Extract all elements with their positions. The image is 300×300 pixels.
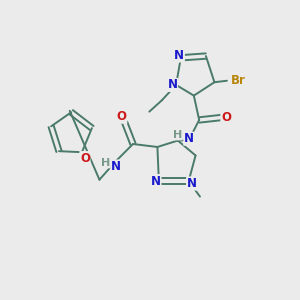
Text: H: H bbox=[173, 130, 182, 140]
Text: Br: Br bbox=[231, 74, 246, 87]
Text: N: N bbox=[187, 177, 197, 190]
Text: N: N bbox=[151, 175, 161, 188]
Text: N: N bbox=[184, 132, 194, 145]
Text: N: N bbox=[174, 49, 184, 62]
Text: O: O bbox=[80, 152, 90, 165]
Text: N: N bbox=[167, 78, 178, 92]
Text: N: N bbox=[111, 160, 121, 173]
Text: O: O bbox=[221, 111, 231, 124]
Text: H: H bbox=[101, 158, 110, 168]
Text: O: O bbox=[117, 110, 127, 123]
